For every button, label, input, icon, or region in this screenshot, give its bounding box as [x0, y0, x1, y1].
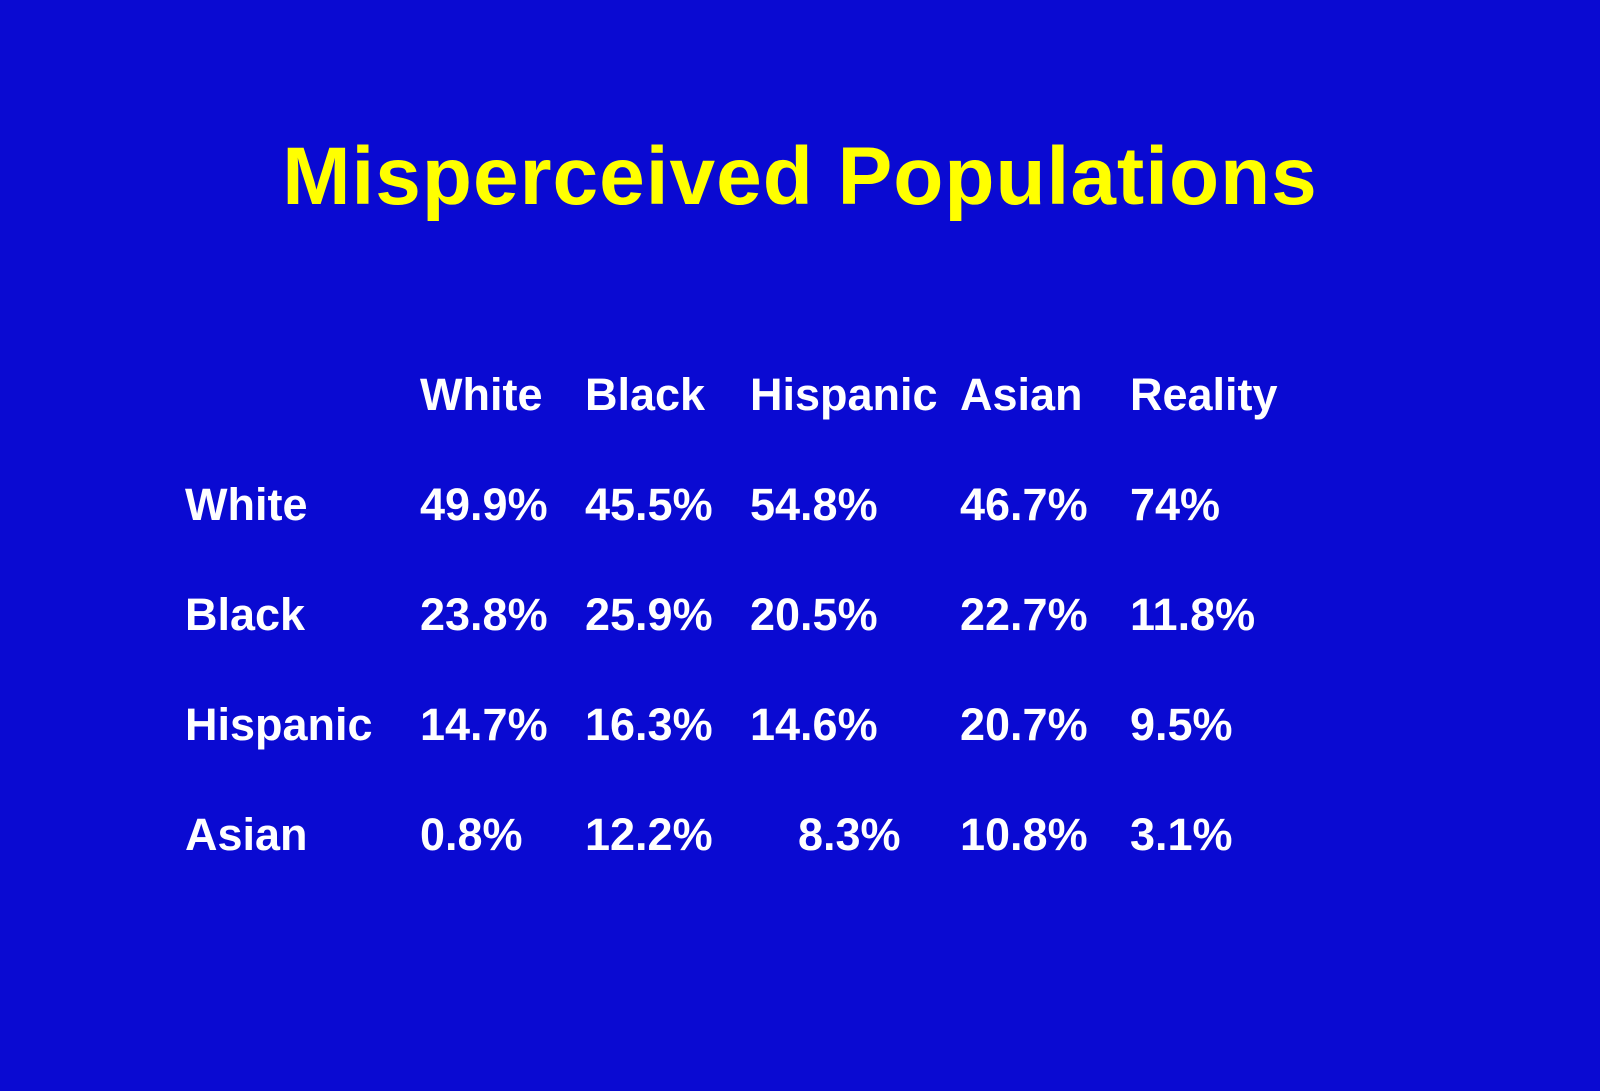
table-cell: 46.7%	[960, 479, 1088, 530]
column-header-asian: Asian	[960, 369, 1083, 420]
table-cell: 16.3%	[585, 699, 713, 750]
row-label-hispanic: Hispanic	[185, 699, 373, 750]
column-header-white: White	[420, 369, 543, 420]
table-cell: 54.8%	[750, 479, 878, 530]
table-cell: 11.8%	[1130, 589, 1256, 640]
column-header-hispanic: Hispanic	[750, 369, 938, 420]
row-label-asian: Asian	[185, 809, 308, 860]
table-cell: 9.5%	[1130, 699, 1233, 750]
table-cell: 20.5%	[750, 589, 878, 640]
row-label-white: White	[185, 479, 308, 530]
slide-title: Misperceived Populations	[282, 131, 1318, 222]
table-cell: 0.8%	[420, 809, 523, 860]
column-header-reality: Reality	[1130, 369, 1278, 420]
table-cell: 45.5%	[585, 479, 713, 530]
table-cell: 8.3%	[798, 809, 901, 860]
table-cell: 23.8%	[420, 589, 548, 640]
table-cell: 49.9%	[420, 479, 548, 530]
table-cell: 3.1%	[1130, 809, 1233, 860]
table-cell: 22.7%	[960, 589, 1088, 640]
table-cell: 74%	[1130, 479, 1221, 530]
table-corner-cell	[185, 340, 420, 450]
table-cell: 14.7%	[420, 699, 548, 750]
table-cell: 12.2%	[585, 809, 713, 860]
table-cell: 14.6%	[750, 699, 878, 750]
table-cell: 10.8%	[960, 809, 1088, 860]
population-table: White Black Hispanic Asian Reality White…	[185, 340, 1330, 890]
row-label-black: Black	[185, 589, 306, 640]
table-cell: 20.7%	[960, 699, 1088, 750]
column-header-black: Black	[585, 369, 706, 420]
table-cell: 25.9%	[585, 589, 713, 640]
